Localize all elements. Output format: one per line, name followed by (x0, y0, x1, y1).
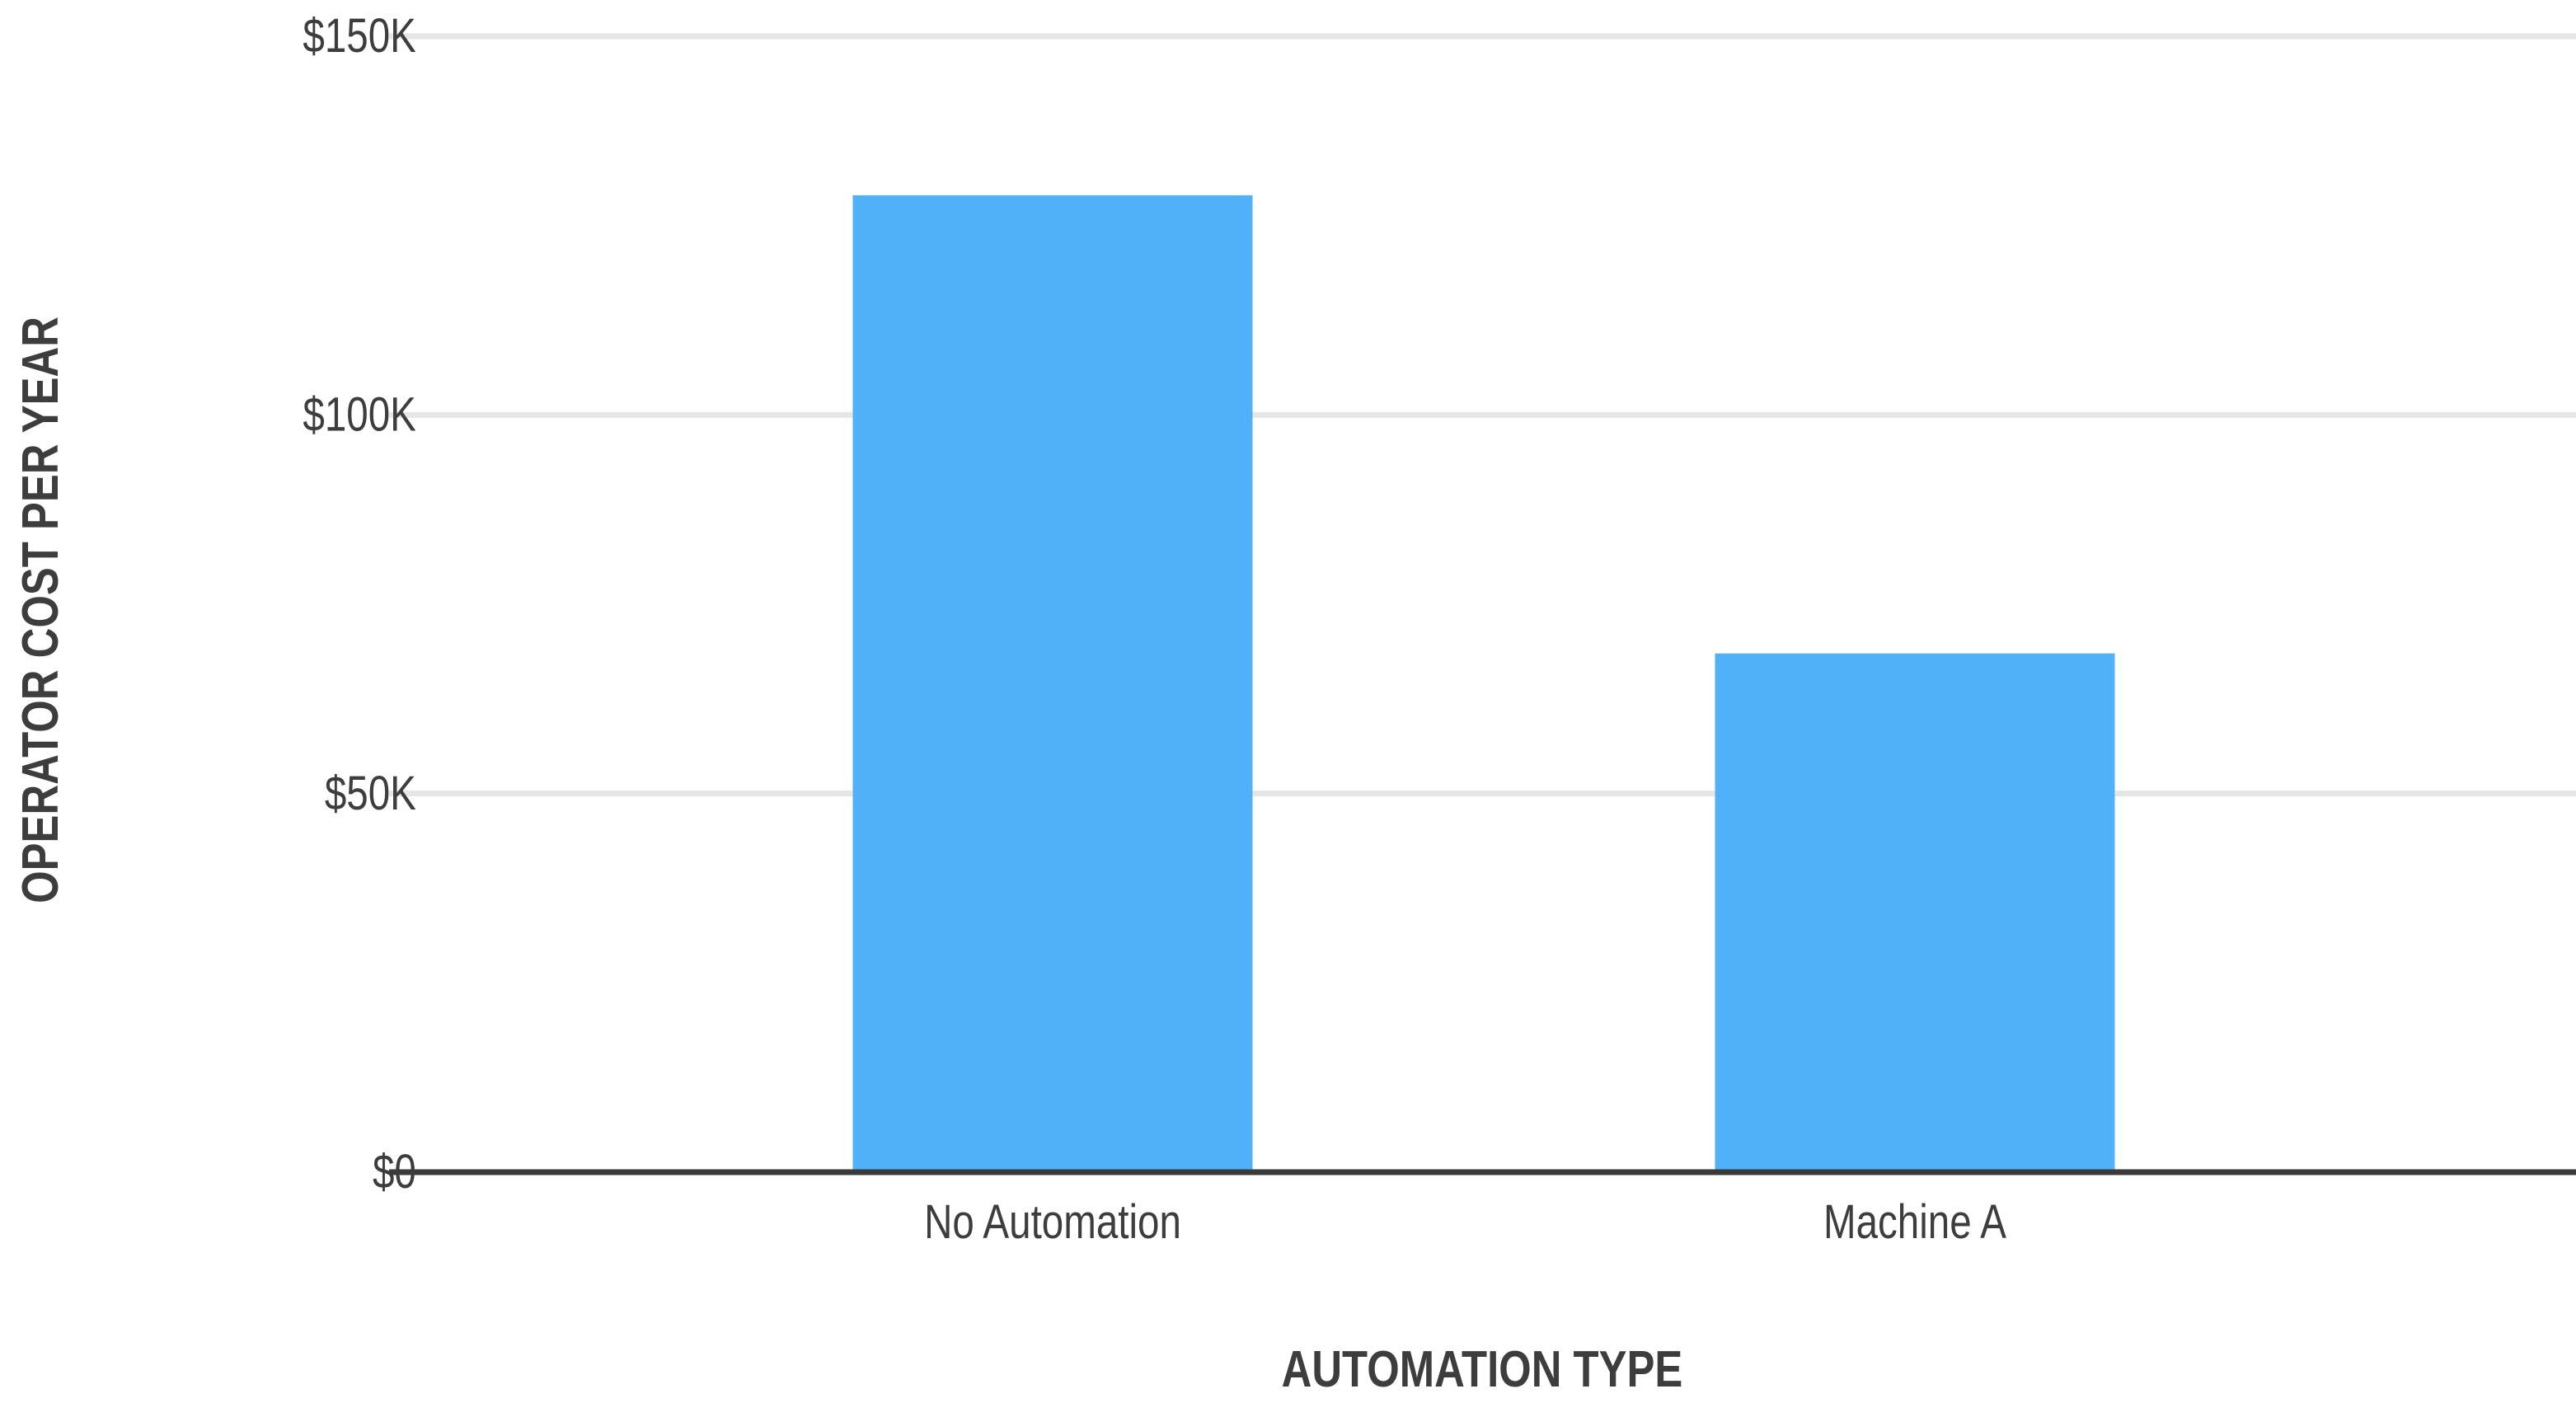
y-axis-title: OPERATOR COST PER YEAR (12, 317, 69, 903)
x-category-label: No Automation (924, 1196, 1181, 1250)
y-tick-label: $0 (373, 1146, 416, 1199)
y-tick-labels: $0 $50K $100K $150K (303, 10, 415, 1199)
bars (852, 195, 2115, 1172)
y-tick-label: $50K (325, 767, 416, 820)
gridlines (389, 33, 2576, 797)
y-tick-label: $100K (303, 388, 415, 442)
y-tick-label: $150K (303, 10, 415, 63)
x-category-labels: No Automation Machine A (924, 1196, 2006, 1250)
bar (852, 195, 1253, 1172)
x-category-label: Machine A (1823, 1196, 2007, 1250)
x-axis-title: AUTOMATION TYPE (1282, 1341, 1683, 1398)
bar (1715, 653, 2115, 1172)
